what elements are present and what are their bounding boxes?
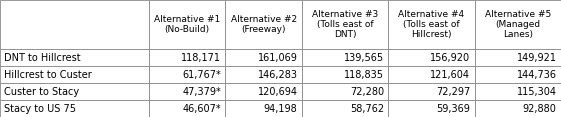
Bar bbox=[149, 100, 226, 117]
Text: Stacy to US 75: Stacy to US 75 bbox=[4, 104, 76, 113]
Text: Alternative #4
(Tolls east of
Hillcrest): Alternative #4 (Tolls east of Hillcrest) bbox=[398, 10, 465, 39]
Bar bbox=[475, 49, 561, 66]
Bar bbox=[388, 83, 475, 100]
Text: 118,171: 118,171 bbox=[181, 53, 221, 63]
Bar bbox=[0, 83, 149, 100]
Text: 58,762: 58,762 bbox=[350, 104, 384, 113]
Bar bbox=[475, 83, 561, 100]
Bar bbox=[302, 100, 388, 117]
Bar bbox=[149, 66, 226, 83]
Bar bbox=[226, 49, 302, 66]
Text: Hillcrest to Custer: Hillcrest to Custer bbox=[4, 70, 92, 80]
Text: 161,069: 161,069 bbox=[257, 53, 297, 63]
Text: Alternative #5
(Managed
Lanes): Alternative #5 (Managed Lanes) bbox=[485, 10, 551, 39]
Text: 121,604: 121,604 bbox=[430, 70, 470, 80]
Text: 94,198: 94,198 bbox=[264, 104, 297, 113]
Bar bbox=[0, 0, 149, 49]
Text: Alternative #2
(Freeway): Alternative #2 (Freeway) bbox=[231, 15, 297, 34]
Bar bbox=[475, 100, 561, 117]
Bar bbox=[0, 100, 149, 117]
Text: 59,369: 59,369 bbox=[436, 104, 470, 113]
Text: 146,283: 146,283 bbox=[257, 70, 297, 80]
Text: 92,880: 92,880 bbox=[523, 104, 557, 113]
Bar bbox=[149, 49, 226, 66]
Bar bbox=[388, 49, 475, 66]
Text: Alternative #3
(Tolls east of
DNT): Alternative #3 (Tolls east of DNT) bbox=[312, 10, 378, 39]
Bar bbox=[149, 0, 226, 49]
Text: 46,607*: 46,607* bbox=[182, 104, 221, 113]
Bar bbox=[302, 66, 388, 83]
Text: 156,920: 156,920 bbox=[430, 53, 470, 63]
Bar bbox=[226, 0, 302, 49]
Bar bbox=[302, 83, 388, 100]
Text: 120,694: 120,694 bbox=[257, 87, 297, 97]
Text: Alternative #1
(No-Build): Alternative #1 (No-Build) bbox=[154, 15, 220, 34]
Bar bbox=[388, 66, 475, 83]
Text: DNT to Hillcrest: DNT to Hillcrest bbox=[4, 53, 81, 63]
Text: 149,921: 149,921 bbox=[517, 53, 557, 63]
Bar bbox=[475, 66, 561, 83]
Bar bbox=[226, 100, 302, 117]
Text: 144,736: 144,736 bbox=[517, 70, 557, 80]
Bar bbox=[302, 0, 388, 49]
Bar bbox=[0, 66, 149, 83]
Text: 115,304: 115,304 bbox=[517, 87, 557, 97]
Bar bbox=[302, 49, 388, 66]
Text: 118,835: 118,835 bbox=[344, 70, 384, 80]
Text: 72,280: 72,280 bbox=[350, 87, 384, 97]
Bar bbox=[475, 0, 561, 49]
Text: 61,767*: 61,767* bbox=[182, 70, 221, 80]
Text: 139,565: 139,565 bbox=[344, 53, 384, 63]
Text: 47,379*: 47,379* bbox=[182, 87, 221, 97]
Bar bbox=[226, 83, 302, 100]
Bar bbox=[149, 83, 226, 100]
Text: Custer to Stacy: Custer to Stacy bbox=[4, 87, 80, 97]
Bar bbox=[388, 0, 475, 49]
Bar bbox=[226, 66, 302, 83]
Bar bbox=[388, 100, 475, 117]
Bar bbox=[0, 49, 149, 66]
Text: 72,297: 72,297 bbox=[436, 87, 470, 97]
